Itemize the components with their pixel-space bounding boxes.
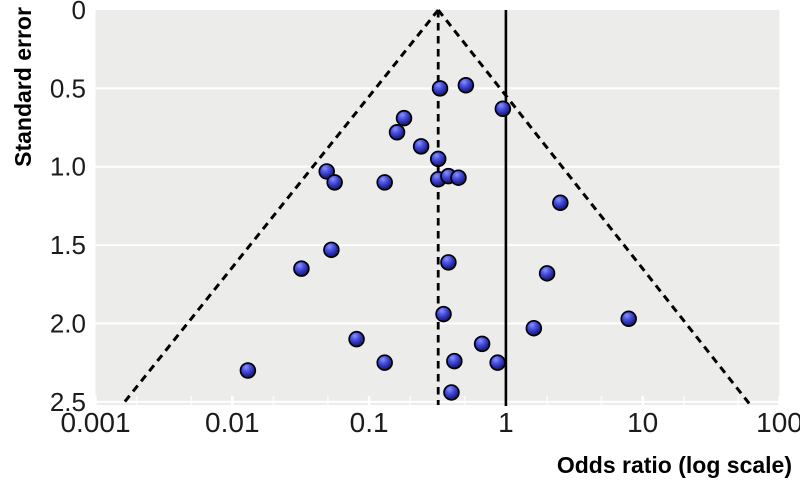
data-point	[450, 169, 467, 186]
data-point	[376, 174, 393, 191]
x-tick-label: 0.001	[60, 407, 130, 438]
y-tick-label: 0	[72, 0, 86, 25]
data-point	[348, 330, 365, 348]
data-point	[443, 384, 460, 401]
data-point	[435, 305, 452, 323]
funnel-boundary-lines	[122, 9, 751, 405]
data-points	[239, 76, 637, 401]
x-axis-title: Odds ratio (log scale)	[557, 452, 792, 478]
data-point	[376, 354, 393, 371]
reference-lines	[436, 10, 508, 406]
data-point	[457, 76, 475, 94]
y-tick-label: 0.5	[50, 73, 86, 103]
data-point	[429, 150, 447, 168]
data-point	[473, 335, 491, 353]
data-point	[412, 138, 430, 155]
data-point	[538, 265, 556, 282]
data-point	[620, 310, 637, 328]
y-tick-label: 1.0	[50, 152, 86, 182]
data-point	[326, 174, 343, 191]
data-point	[440, 254, 457, 271]
y-tick-label: 2.0	[50, 308, 86, 338]
data-point	[318, 163, 335, 180]
x-tick-label: 100	[756, 407, 800, 438]
data-point	[395, 109, 413, 127]
data-point	[293, 260, 310, 277]
x-tick-label: 0.1	[350, 407, 389, 438]
x-tick-label: 0.01	[205, 407, 260, 438]
x-tick-label: 10	[627, 407, 658, 438]
data-point	[431, 80, 449, 97]
data-point	[552, 194, 569, 212]
y-axis-tick-labels: 0 0.5 1.0 1.5 2.0 2.5	[50, 0, 86, 417]
x-tick-label: 1	[498, 407, 514, 438]
data-point	[388, 124, 406, 141]
y-tick-label: 2.5	[50, 387, 86, 417]
data-point	[494, 100, 512, 117]
x-axis-tick-labels: 0.001 0.01 0.1 1 10 100	[60, 407, 800, 438]
data-point	[323, 241, 340, 259]
y-tick-label: 1.5	[50, 230, 86, 260]
funnel-left-edge	[122, 9, 440, 405]
data-point	[446, 352, 463, 370]
data-point	[239, 362, 257, 379]
funnel-right-edge	[437, 9, 751, 405]
data-point	[489, 354, 506, 371]
data-point	[525, 319, 543, 337]
y-axis-title: Standard error	[10, 7, 36, 167]
